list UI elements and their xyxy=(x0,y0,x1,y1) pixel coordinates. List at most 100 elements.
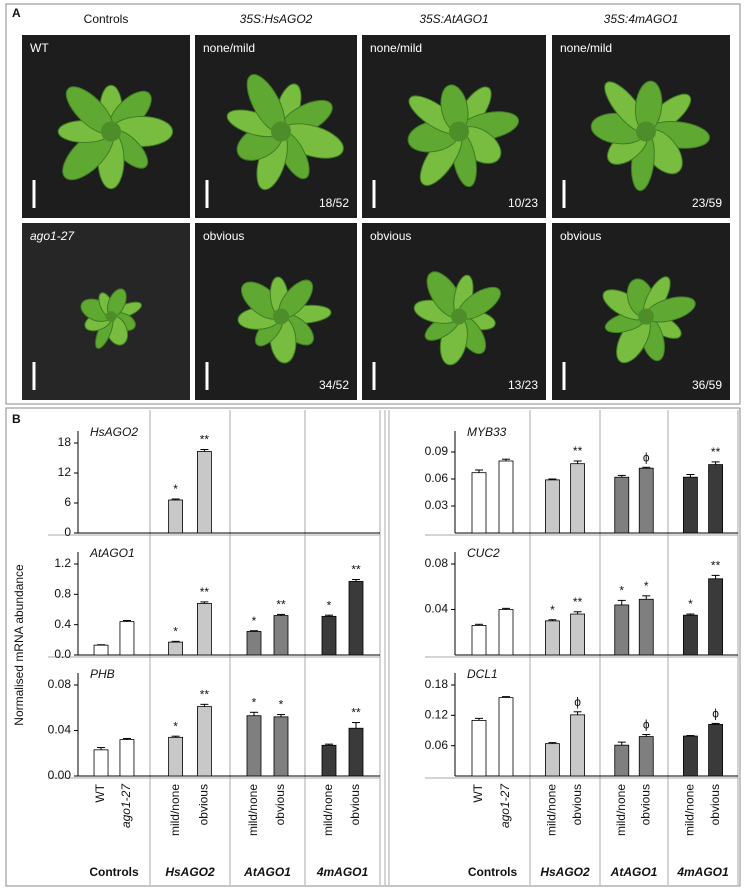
bar xyxy=(273,615,289,656)
bar xyxy=(119,739,135,777)
bar xyxy=(93,749,109,777)
significance: * xyxy=(173,482,178,496)
bar xyxy=(570,463,585,534)
photo-tag: obvious xyxy=(370,229,411,243)
chart-title: AtAGO1 xyxy=(89,546,135,560)
y-tick-label: 0.08 xyxy=(48,677,72,691)
significance: ** xyxy=(200,688,210,702)
bar xyxy=(638,736,654,777)
bar xyxy=(498,460,514,534)
bar xyxy=(196,706,212,777)
x-tick-label: ago1-27 xyxy=(498,783,512,828)
bar xyxy=(168,499,184,534)
x-tick-label: WT xyxy=(471,783,485,802)
x-tick-label: obvious xyxy=(197,784,211,825)
bar xyxy=(168,641,184,656)
bar xyxy=(196,451,212,534)
y-tick-label: 0.03 xyxy=(425,498,449,512)
significance: ** xyxy=(200,433,210,447)
x-tick-label: ago1-27 xyxy=(119,783,133,828)
x-tick-label: obvious xyxy=(638,784,652,825)
bar xyxy=(708,464,723,534)
y-tick-label: 0.12 xyxy=(425,708,449,722)
significance: ** xyxy=(351,563,361,577)
bar xyxy=(708,724,723,777)
rosette-center xyxy=(273,308,289,325)
significance: * xyxy=(327,598,332,612)
bar xyxy=(683,476,698,534)
photo-tag: ago1-27 xyxy=(30,229,75,243)
bar xyxy=(273,716,289,777)
significance: * xyxy=(688,597,693,611)
x-tick-label: mild/none xyxy=(545,784,559,836)
chart-title: PHB xyxy=(90,667,115,681)
bar xyxy=(321,744,337,777)
sample-count: 34/52 xyxy=(319,378,349,392)
rosette-center xyxy=(451,308,467,325)
rosette-center xyxy=(105,311,117,322)
y-tick-label: 0.00 xyxy=(48,768,72,782)
bar xyxy=(246,715,262,777)
sample-count: 13/23 xyxy=(508,378,538,392)
bar xyxy=(545,479,560,534)
photo-tag: none/mild xyxy=(203,41,255,55)
sample-count: 18/52 xyxy=(319,196,349,210)
bar xyxy=(348,727,364,777)
group-label: Controls xyxy=(468,865,518,879)
significance: ** xyxy=(351,706,361,720)
group-label: 4mAGO1 xyxy=(676,865,729,879)
y-tick-label: 0.06 xyxy=(425,471,449,485)
panel-b-frame xyxy=(5,407,741,887)
panel-label: A xyxy=(12,6,21,20)
group-label: HsAGO2 xyxy=(540,865,590,879)
bar xyxy=(196,603,212,656)
bar xyxy=(545,743,560,777)
group-label: HsAGO2 xyxy=(165,865,215,879)
significance: ϕ xyxy=(712,707,719,721)
significance: ** xyxy=(276,598,286,612)
bar xyxy=(638,467,654,534)
significance: ** xyxy=(711,559,721,573)
y-tick-label: 12 xyxy=(58,465,72,479)
y-tick-label: 0.04 xyxy=(48,723,72,737)
x-tick-label: mild/none xyxy=(614,784,628,836)
significance: * xyxy=(173,719,178,733)
y-tick-label: 18 xyxy=(58,435,72,449)
y-tick-label: 0.04 xyxy=(425,602,449,616)
significance: ** xyxy=(711,445,721,459)
significance: * xyxy=(252,695,257,709)
significance: ϕ xyxy=(643,450,650,464)
x-tick-label: mild/none xyxy=(168,784,182,836)
group-label: Controls xyxy=(89,865,139,879)
y-tick-label: 6 xyxy=(64,495,71,509)
x-tick-label: mild/none xyxy=(683,784,697,836)
x-tick-label: obvious xyxy=(708,784,722,825)
photo-tag: obvious xyxy=(203,229,244,243)
significance: ** xyxy=(573,595,583,609)
bar xyxy=(119,621,135,656)
photo-tag: none/mild xyxy=(560,41,612,55)
y-tick-label: 0.4 xyxy=(54,617,71,631)
rosette-center xyxy=(271,121,291,142)
chart-title: MYB33 xyxy=(467,425,507,439)
rosette-center xyxy=(636,121,656,142)
y-axis-label: Normalised mRNA abundance xyxy=(12,564,26,726)
chart-title: DCL1 xyxy=(467,667,498,681)
significance: ** xyxy=(200,585,210,599)
significance: ϕ xyxy=(643,718,650,732)
chart-title: HsAGO2 xyxy=(90,425,138,439)
y-tick-label: 0.8 xyxy=(54,587,71,601)
significance: * xyxy=(644,579,649,593)
y-tick-label: 0 xyxy=(64,525,71,539)
bar xyxy=(93,644,109,656)
column-header: 35S:HsAGO2 xyxy=(240,12,313,26)
group-label: AtAGO1 xyxy=(610,865,658,879)
sample-count: 36/59 xyxy=(692,378,722,392)
significance: * xyxy=(619,584,624,598)
bar xyxy=(321,615,337,656)
group-label: AtAGO1 xyxy=(243,865,291,879)
bar xyxy=(708,578,723,656)
rosette-center xyxy=(449,121,469,142)
sample-count: 23/59 xyxy=(692,196,722,210)
